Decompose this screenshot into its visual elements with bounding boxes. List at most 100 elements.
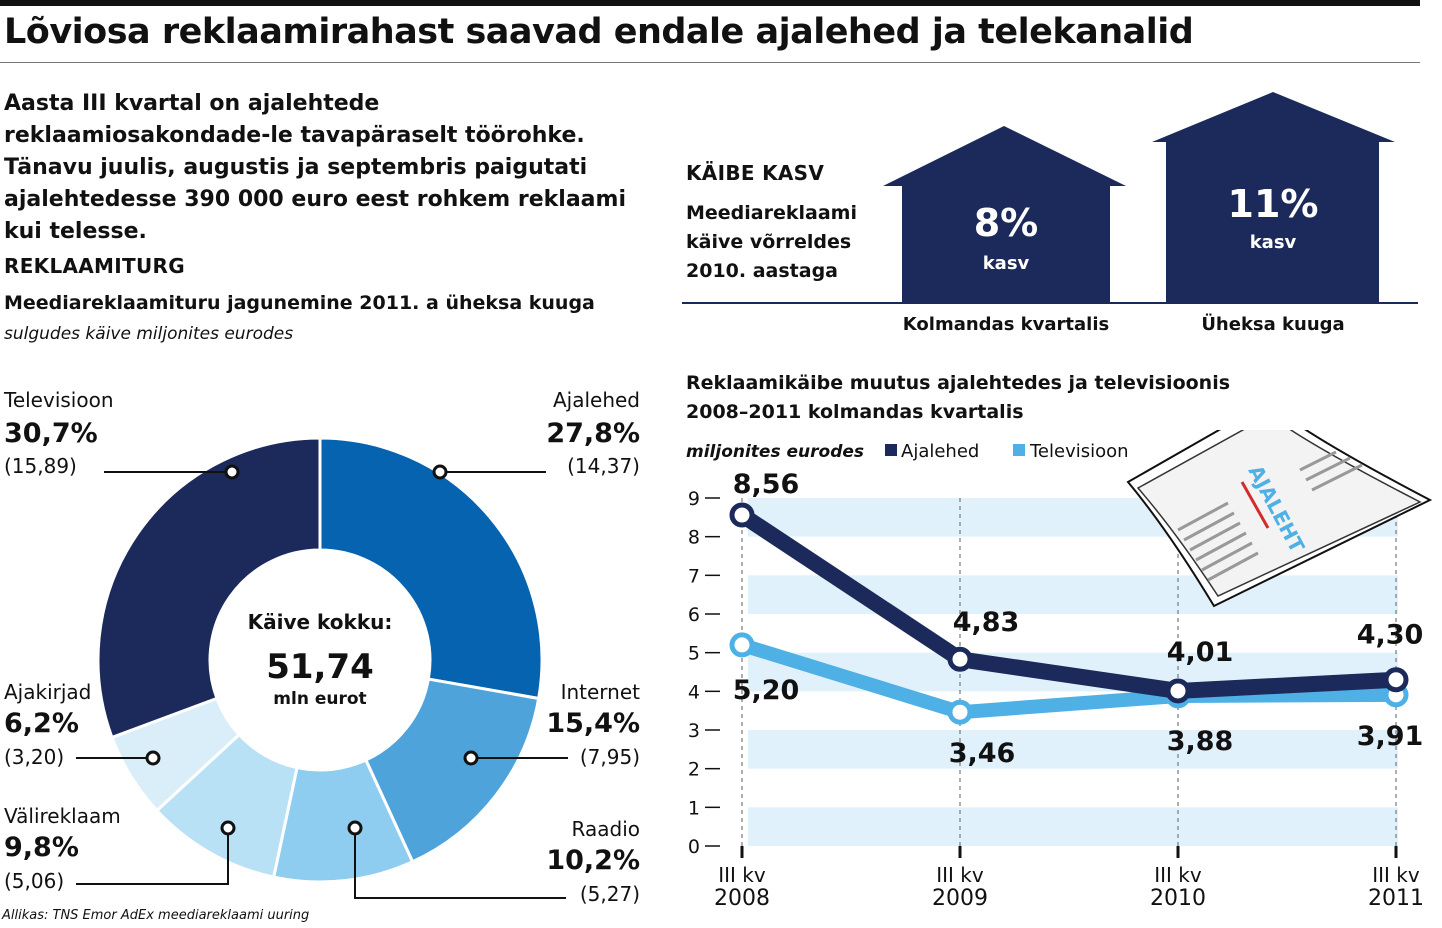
- x-tick-label-year: 2011: [1368, 886, 1424, 911]
- pie-leader-dot-ajalehed: [432, 464, 448, 480]
- growth-houses-graphic: 8% kasv 11% kasv Kolmandas kvartalis Ühe…: [682, 92, 1418, 335]
- pie-leader-dot-ajakirjad: [145, 750, 161, 766]
- y-tick-label: 1: [688, 797, 700, 819]
- data-label-televisioon-2008: 5,20: [733, 675, 800, 706]
- newspaper-text-lines: [1177, 450, 1363, 582]
- data-label-ajalehed-2011: 4,30: [1357, 620, 1424, 651]
- house-q3-sub: kasv: [983, 253, 1030, 274]
- pie-leader-valireklaam: [76, 828, 229, 885]
- x-tick-label-top: III kv: [936, 863, 984, 887]
- house-shape-nine-months: [1152, 92, 1395, 303]
- pie-label-raadio-value: (5,27): [579, 882, 640, 906]
- pie-label-ajalehed-name: Ajalehed: [552, 388, 640, 412]
- data-label-televisioon-2009: 3,46: [949, 738, 1016, 769]
- growth-desc-line2: käive võrreldes: [686, 231, 852, 253]
- x-tick-label-year: 2008: [714, 886, 770, 911]
- newspaper-illustration: AJALEHT: [1126, 430, 1433, 608]
- house-q3-value: 8%: [974, 201, 1039, 245]
- pie-label-ajalehed-percent: 27,8%: [546, 418, 640, 449]
- x-tick-label-year: 2010: [1150, 886, 1206, 911]
- y-tick-label: 7: [688, 565, 700, 587]
- house-nine-months-sub: kasv: [1250, 232, 1297, 253]
- pie-label-televisioon-percent: 30,7%: [4, 418, 98, 449]
- market-section-title: REKLAAMITURG: [4, 254, 185, 278]
- trend-caption: miljonites eurodes: [686, 442, 864, 462]
- headline: Lõviosa reklaamirahast saavad endale aja…: [4, 12, 1194, 52]
- house-nine-months-label: Üheksa kuuga: [1201, 313, 1344, 335]
- x-tick-label-top: III kv: [1372, 863, 1420, 887]
- pie-slice-televisioon: [96, 436, 322, 740]
- pie-label-internet-name: Internet: [560, 680, 640, 704]
- x-tick-label-year: 2009: [932, 886, 988, 911]
- growth-desc-line3: 2010. aastaga: [686, 260, 838, 282]
- newspaper-masthead-underline: [1240, 481, 1270, 529]
- y-tick-label: 2: [688, 759, 700, 781]
- market-subtitle: Meediareklaamituru jagunemine 2011. a üh…: [4, 292, 595, 314]
- pie-label-raadio-name: Raadio: [571, 817, 640, 841]
- pie-label-internet-percent: 15,4%: [546, 708, 640, 739]
- data-label-televisioon-2010: 3,88: [1167, 726, 1234, 757]
- x-tick-label-top: III kv: [718, 863, 766, 887]
- point-ajalehed-2008: [729, 502, 755, 528]
- house-nine-months-value: 11%: [1228, 182, 1319, 226]
- data-label-televisioon-2011: 3,91: [1357, 721, 1424, 752]
- pie-label-ajakirjad-name: Ajakirjad: [4, 680, 92, 704]
- grid-band: [748, 730, 1398, 769]
- line-chart: 0 1 2 3 4 5 6 7 8 9 AJALEHT miljonites eurodes Aj…: [686, 430, 1433, 911]
- headline-rule: [0, 62, 1420, 63]
- pie-leader-dot-internet: [463, 750, 479, 766]
- y-tick-label: 8: [688, 527, 700, 549]
- top-rule: [0, 0, 1420, 6]
- pie-label-ajakirjad-percent: 6,2%: [4, 708, 79, 739]
- pie-slice-internet: [363, 677, 541, 864]
- growth-baseline: [682, 302, 1418, 304]
- point-televisioon-2009: [947, 699, 973, 725]
- y-tick-label: 5: [688, 643, 700, 665]
- legend-swatch-televisioon: [1013, 444, 1025, 456]
- pie-leader-dot-raadio: [347, 820, 363, 836]
- pie-label-televisioon-value: (15,89): [4, 454, 77, 478]
- y-tick-label: 3: [688, 720, 700, 742]
- point-ajalehed-2011: [1383, 667, 1409, 693]
- donut-chart: Käive kokku: 51,74 mln eurot: [76, 436, 568, 899]
- donut-center-unit: mln eurot: [273, 689, 366, 709]
- growth-section-title: KÄIBE KASV: [686, 161, 825, 185]
- pie-label-valireklaam-percent: 9,8%: [4, 832, 79, 863]
- x-tick-label-top: III kv: [1154, 863, 1202, 887]
- y-tick-label: 6: [688, 604, 700, 626]
- pie-leader-dot-televisioon: [224, 464, 240, 480]
- donut-center-label: Käive kokku:: [248, 610, 393, 634]
- pie-label-ajalehed-value: (14,37): [567, 454, 640, 478]
- pie-label-valireklaam-name: Välireklaam: [4, 804, 121, 828]
- y-tick-label: 4: [688, 681, 700, 703]
- legend-label-ajalehed: Ajalehed: [901, 441, 979, 462]
- series-line-televisioon: [739, 638, 1397, 720]
- data-label-ajalehed-2009: 4,83: [953, 607, 1020, 638]
- source-note: Allikas: TNS Emor AdEx meediareklaami uu…: [2, 908, 310, 923]
- y-tick-label: 9: [688, 488, 700, 510]
- data-label-ajalehed-2010: 4,01: [1167, 637, 1234, 668]
- lead-paragraph: Aasta III kvartal on ajalehtede reklaami…: [4, 91, 626, 244]
- pie-label-raadio-percent: 10,2%: [546, 845, 640, 876]
- legend-swatch-ajalehed: [885, 444, 897, 456]
- legend-label-televisioon: Televisioon: [1029, 441, 1129, 462]
- series-line-ajalehed: [737, 508, 1397, 699]
- growth-desc-line1: Meediareklaami: [686, 202, 857, 224]
- house-q3-label: Kolmandas kvartalis: [903, 314, 1109, 335]
- donut-center-value: 51,74: [266, 647, 374, 687]
- pie-label-valireklaam-value: (5,06): [4, 869, 65, 893]
- pie-label-internet-value: (7,95): [579, 745, 640, 769]
- y-tick-label: 0: [688, 836, 700, 858]
- pie-leader-dot-valireklaam: [220, 820, 236, 836]
- trend-title-line2: 2008–2011 kolmandas kvartalis: [686, 401, 1024, 423]
- point-ajalehed-2009: [947, 646, 973, 672]
- grid-band: [748, 807, 1398, 846]
- house-shape-q3: [883, 126, 1126, 303]
- market-caption: sulgudes käive miljonites eurodes: [4, 324, 294, 344]
- point-ajalehed-2010: [1165, 678, 1191, 704]
- trend-title-line1: Reklaamikäibe muutus ajalehtedes ja tele…: [686, 372, 1231, 394]
- pie-label-ajakirjad-value: (3,20): [4, 745, 65, 769]
- pie-label-televisioon-name: Televisioon: [4, 388, 114, 412]
- point-televisioon-2008: [729, 632, 755, 658]
- pie-leader-raadio: [354, 828, 566, 899]
